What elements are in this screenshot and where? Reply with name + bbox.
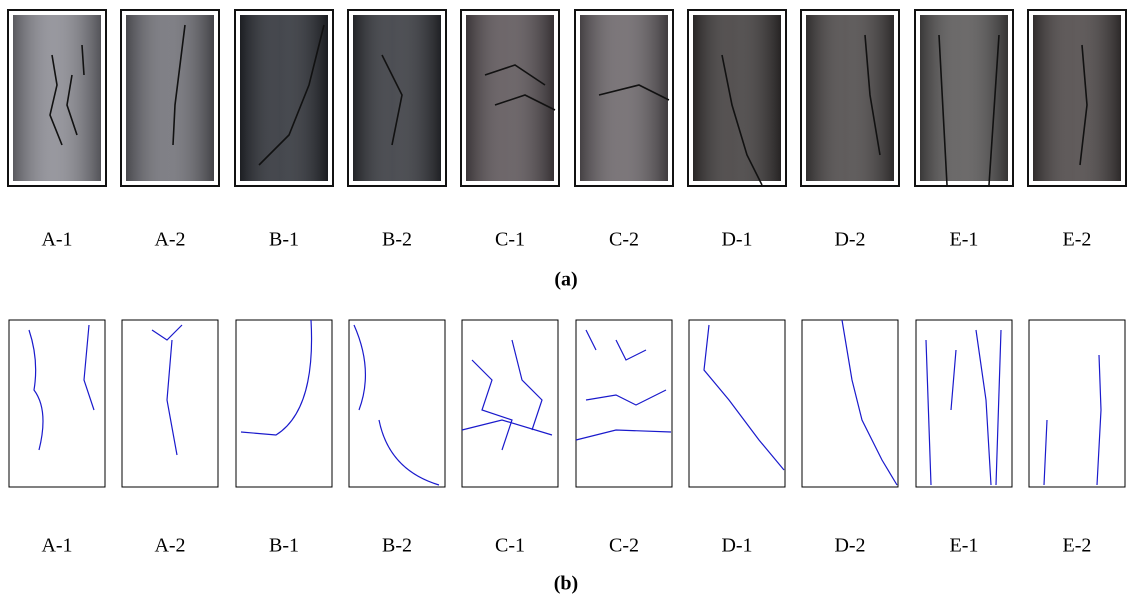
specimen-label: E-1 xyxy=(950,535,979,557)
specimen-label: A-2 xyxy=(154,229,185,251)
crack-sketch xyxy=(28,324,95,451)
photo-shading xyxy=(466,15,554,181)
specimen-label: D-2 xyxy=(834,229,865,251)
photo-shading xyxy=(353,15,441,181)
specimen-label: D-1 xyxy=(721,229,752,251)
specimen-label: A-2 xyxy=(154,535,185,557)
crack-sketch xyxy=(461,339,553,451)
crack xyxy=(938,34,1000,186)
crack-sketch xyxy=(151,324,183,456)
sketch-box xyxy=(688,319,786,488)
crack xyxy=(1079,44,1088,166)
crack xyxy=(598,84,670,101)
specimen-label: C-1 xyxy=(495,535,525,557)
specimen-label: A-1 xyxy=(41,535,72,557)
crack-sketch xyxy=(353,324,440,486)
crack-sketch xyxy=(925,329,1002,486)
panel-caption: (b) xyxy=(554,573,578,595)
specimen-label: E-2 xyxy=(1063,535,1092,557)
specimen-label: B-1 xyxy=(269,229,299,251)
specimen-label: C-2 xyxy=(609,229,639,251)
sketch-box xyxy=(235,319,333,488)
photo-shading xyxy=(126,15,214,181)
sketch-box xyxy=(915,319,1013,488)
specimen-label: C-2 xyxy=(609,535,639,557)
sketch-row xyxy=(8,319,1126,488)
photo-row xyxy=(7,9,1127,187)
photo-shading xyxy=(806,15,894,181)
photo-shading xyxy=(580,15,668,181)
specimen-label: A-1 xyxy=(41,229,72,251)
crack xyxy=(484,64,556,111)
crack xyxy=(381,54,403,146)
photo-shading xyxy=(240,15,328,181)
specimen-label: D-2 xyxy=(834,535,865,557)
photo-shading xyxy=(920,15,1008,181)
crack-sketch xyxy=(240,319,313,436)
photo-shading xyxy=(693,15,781,181)
crack xyxy=(49,44,85,146)
sketch-box xyxy=(348,319,446,488)
crack xyxy=(258,24,325,166)
crack xyxy=(721,54,763,186)
specimen-label: B-2 xyxy=(382,229,412,251)
sketch-box xyxy=(575,319,673,488)
panel-caption: (a) xyxy=(554,269,577,291)
specimen-label: D-1 xyxy=(721,535,752,557)
crack-sketch xyxy=(703,324,785,471)
photo-shading xyxy=(1033,15,1121,181)
crack-sketch xyxy=(575,329,672,441)
photo-shading xyxy=(13,15,101,181)
crack-sketch xyxy=(1043,354,1102,486)
specimen-label: C-1 xyxy=(495,229,525,251)
sketch-box xyxy=(461,319,559,488)
sketch-box xyxy=(8,319,106,488)
sketch-box xyxy=(1028,319,1126,488)
sketch-box xyxy=(121,319,219,488)
specimen-label: B-2 xyxy=(382,535,412,557)
crack-sketch xyxy=(841,319,898,486)
specimen-label: E-2 xyxy=(1063,229,1092,251)
specimen-label: E-1 xyxy=(950,229,979,251)
specimen-label: B-1 xyxy=(269,535,299,557)
crack xyxy=(864,34,881,156)
crack xyxy=(172,24,186,146)
